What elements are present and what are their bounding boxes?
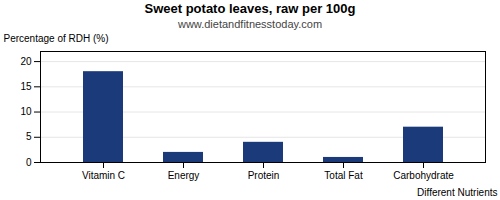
html-text:www.dietandfitnesstoday.com: www.dietandfitnesstoday.com — [178, 18, 322, 30]
svg-text:Different Nutrients: Different Nutrients — [417, 187, 497, 198]
svg-text:Total Fat: Total Fat — [324, 170, 363, 181]
svg-text:5: 5 — [26, 131, 32, 142]
svg-text:Protein: Protein — [248, 170, 280, 181]
svg-text:Percentage of RDH (%): Percentage of RDH (%) — [4, 33, 109, 44]
svg-text:0: 0 — [26, 157, 32, 168]
svg-text:Carbohydrate: Carbohydrate — [393, 170, 454, 181]
svg-text:10: 10 — [20, 106, 32, 117]
svg-text:15: 15 — [20, 81, 32, 92]
svg-text:Vitamin C: Vitamin C — [82, 170, 125, 181]
html-text:Sweet potato leaves, raw per 1: Sweet potato leaves, raw per 100g — [144, 1, 356, 16]
svg-text:Energy: Energy — [168, 170, 200, 181]
svg-text:20: 20 — [20, 56, 32, 67]
